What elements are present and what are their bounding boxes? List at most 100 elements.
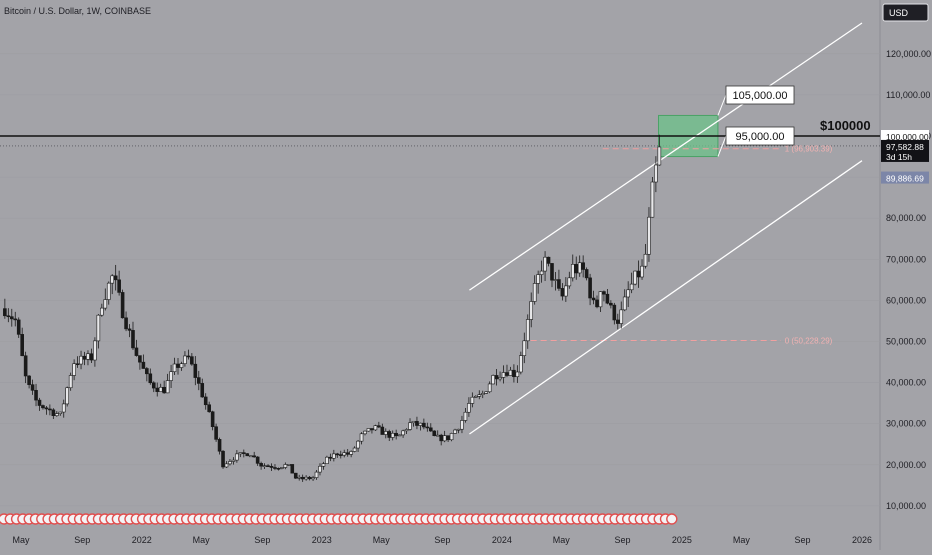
candle-body-180 (626, 289, 630, 298)
candle-body-42 (148, 373, 153, 384)
x-tick-label-1: Sep (74, 535, 90, 545)
candle-body-129 (449, 433, 454, 441)
x-tick-label-8: 2024 (492, 535, 512, 545)
target-low-pointer (717, 135, 727, 157)
candle-body-20 (72, 363, 76, 376)
candle-body-144 (501, 372, 506, 378)
candle-body-121 (422, 422, 426, 428)
candle-body-69 (242, 452, 246, 454)
channel-upper-line[interactable] (469, 22, 863, 291)
candle-body-174 (605, 293, 610, 304)
currency-label[interactable]: USD (889, 8, 909, 18)
level-100k-text-0: 100,000.00 (886, 132, 929, 142)
candle-body-128 (446, 435, 450, 441)
trend-channel[interactable] (469, 22, 863, 435)
candle-body-11 (41, 405, 45, 409)
candle-body-143 (498, 377, 502, 380)
candle-body-48 (169, 371, 173, 381)
target-low-text: 95,000.00 (736, 131, 785, 143)
candle-body-125 (435, 434, 440, 437)
candle-body-157 (546, 256, 551, 264)
candle-body-22 (79, 355, 83, 365)
candle-body-99 (345, 452, 350, 455)
candle-body-119 (415, 420, 419, 426)
fibonacci-levels[interactable]: 1 (96,903.39) 0 (50,228.29) (530, 145, 833, 346)
candle-body-127 (442, 435, 447, 442)
candle-body-178 (619, 309, 624, 324)
candle-body-163 (567, 277, 572, 287)
candle-body-153 (532, 283, 537, 302)
candle-body-101 (352, 447, 357, 452)
candle-body-45 (158, 386, 163, 392)
candle-body-156 (543, 256, 547, 272)
candle-body-114 (397, 434, 402, 437)
currency-badge-box[interactable] (882, 3, 929, 22)
candle-body-136 (474, 396, 478, 398)
price-labels: 105,000.00 95,000.00 100,000.0097,582.883d… (717, 85, 929, 184)
candle-body-87 (304, 476, 308, 480)
candle-body-85 (297, 476, 302, 479)
y-tick-label-0: 10,000.00 (886, 501, 926, 511)
candle-body-139 (484, 391, 489, 394)
candle-body-131 (456, 428, 461, 431)
channel-lower-line[interactable] (469, 160, 863, 435)
candle-body-12 (44, 407, 49, 410)
event-marker-106[interactable] (666, 513, 678, 525)
candle-body-0 (3, 308, 7, 317)
target-low-box[interactable] (725, 126, 795, 146)
candle-body-160 (557, 279, 561, 289)
candle-body-2 (9, 316, 14, 320)
candle-body-29 (103, 299, 108, 309)
candle-body-133 (463, 411, 468, 421)
x-tick-label-12: May (733, 535, 751, 545)
candle-body-110 (383, 431, 388, 435)
candle-body-31 (110, 275, 115, 284)
candle-body-7 (27, 375, 31, 385)
candle-body-152 (529, 301, 534, 320)
candle-body-108 (377, 425, 381, 428)
candle-body-177 (615, 319, 620, 324)
fib-top-label: 1 (96,903.39) (785, 145, 833, 154)
resistance-label: $100000 (820, 118, 871, 133)
currency-badge[interactable]: USD (882, 3, 929, 22)
candle-body-109 (380, 426, 385, 435)
candle-body-60 (210, 411, 215, 428)
candle-body-79 (276, 468, 281, 470)
target-high-box[interactable] (725, 85, 795, 105)
candle-body-94 (328, 456, 333, 459)
event-markers[interactable] (0, 513, 678, 525)
candle-body-184 (640, 265, 644, 278)
candle-body-49 (172, 363, 177, 373)
candle-body-46 (162, 386, 166, 394)
candle-body-26 (93, 340, 97, 361)
candle-body-27 (96, 314, 101, 342)
candle-body-179 (622, 296, 627, 311)
target-high-text: 105,000.00 (732, 90, 787, 102)
x-tick-label-4: Sep (254, 535, 270, 545)
candle-body-32 (113, 275, 118, 281)
ma-badge (881, 171, 929, 184)
candle-body-137 (477, 394, 482, 397)
candle-body-164 (570, 264, 575, 279)
y-tick-label-11: 120,000.00 (886, 49, 931, 59)
candle-body-142 (494, 375, 499, 380)
candle-body-106 (370, 428, 374, 431)
candle-body-76 (266, 465, 270, 467)
candle-body-70 (245, 453, 250, 457)
candle-body-120 (418, 422, 423, 426)
candle-body-4 (16, 319, 21, 335)
x-tick-label-6: May (373, 535, 391, 545)
candle-body-155 (539, 270, 544, 275)
candle-body-37 (131, 330, 135, 349)
candle-body-50 (176, 363, 180, 368)
level-100k-badge (881, 130, 929, 142)
candle-body-138 (480, 393, 485, 395)
candle-body-36 (127, 328, 132, 331)
candle-body-53 (186, 355, 191, 358)
candle-body-169 (588, 277, 592, 299)
candle-body-68 (238, 452, 243, 455)
candle-body-188 (654, 164, 658, 183)
candle-body-5 (20, 334, 24, 357)
